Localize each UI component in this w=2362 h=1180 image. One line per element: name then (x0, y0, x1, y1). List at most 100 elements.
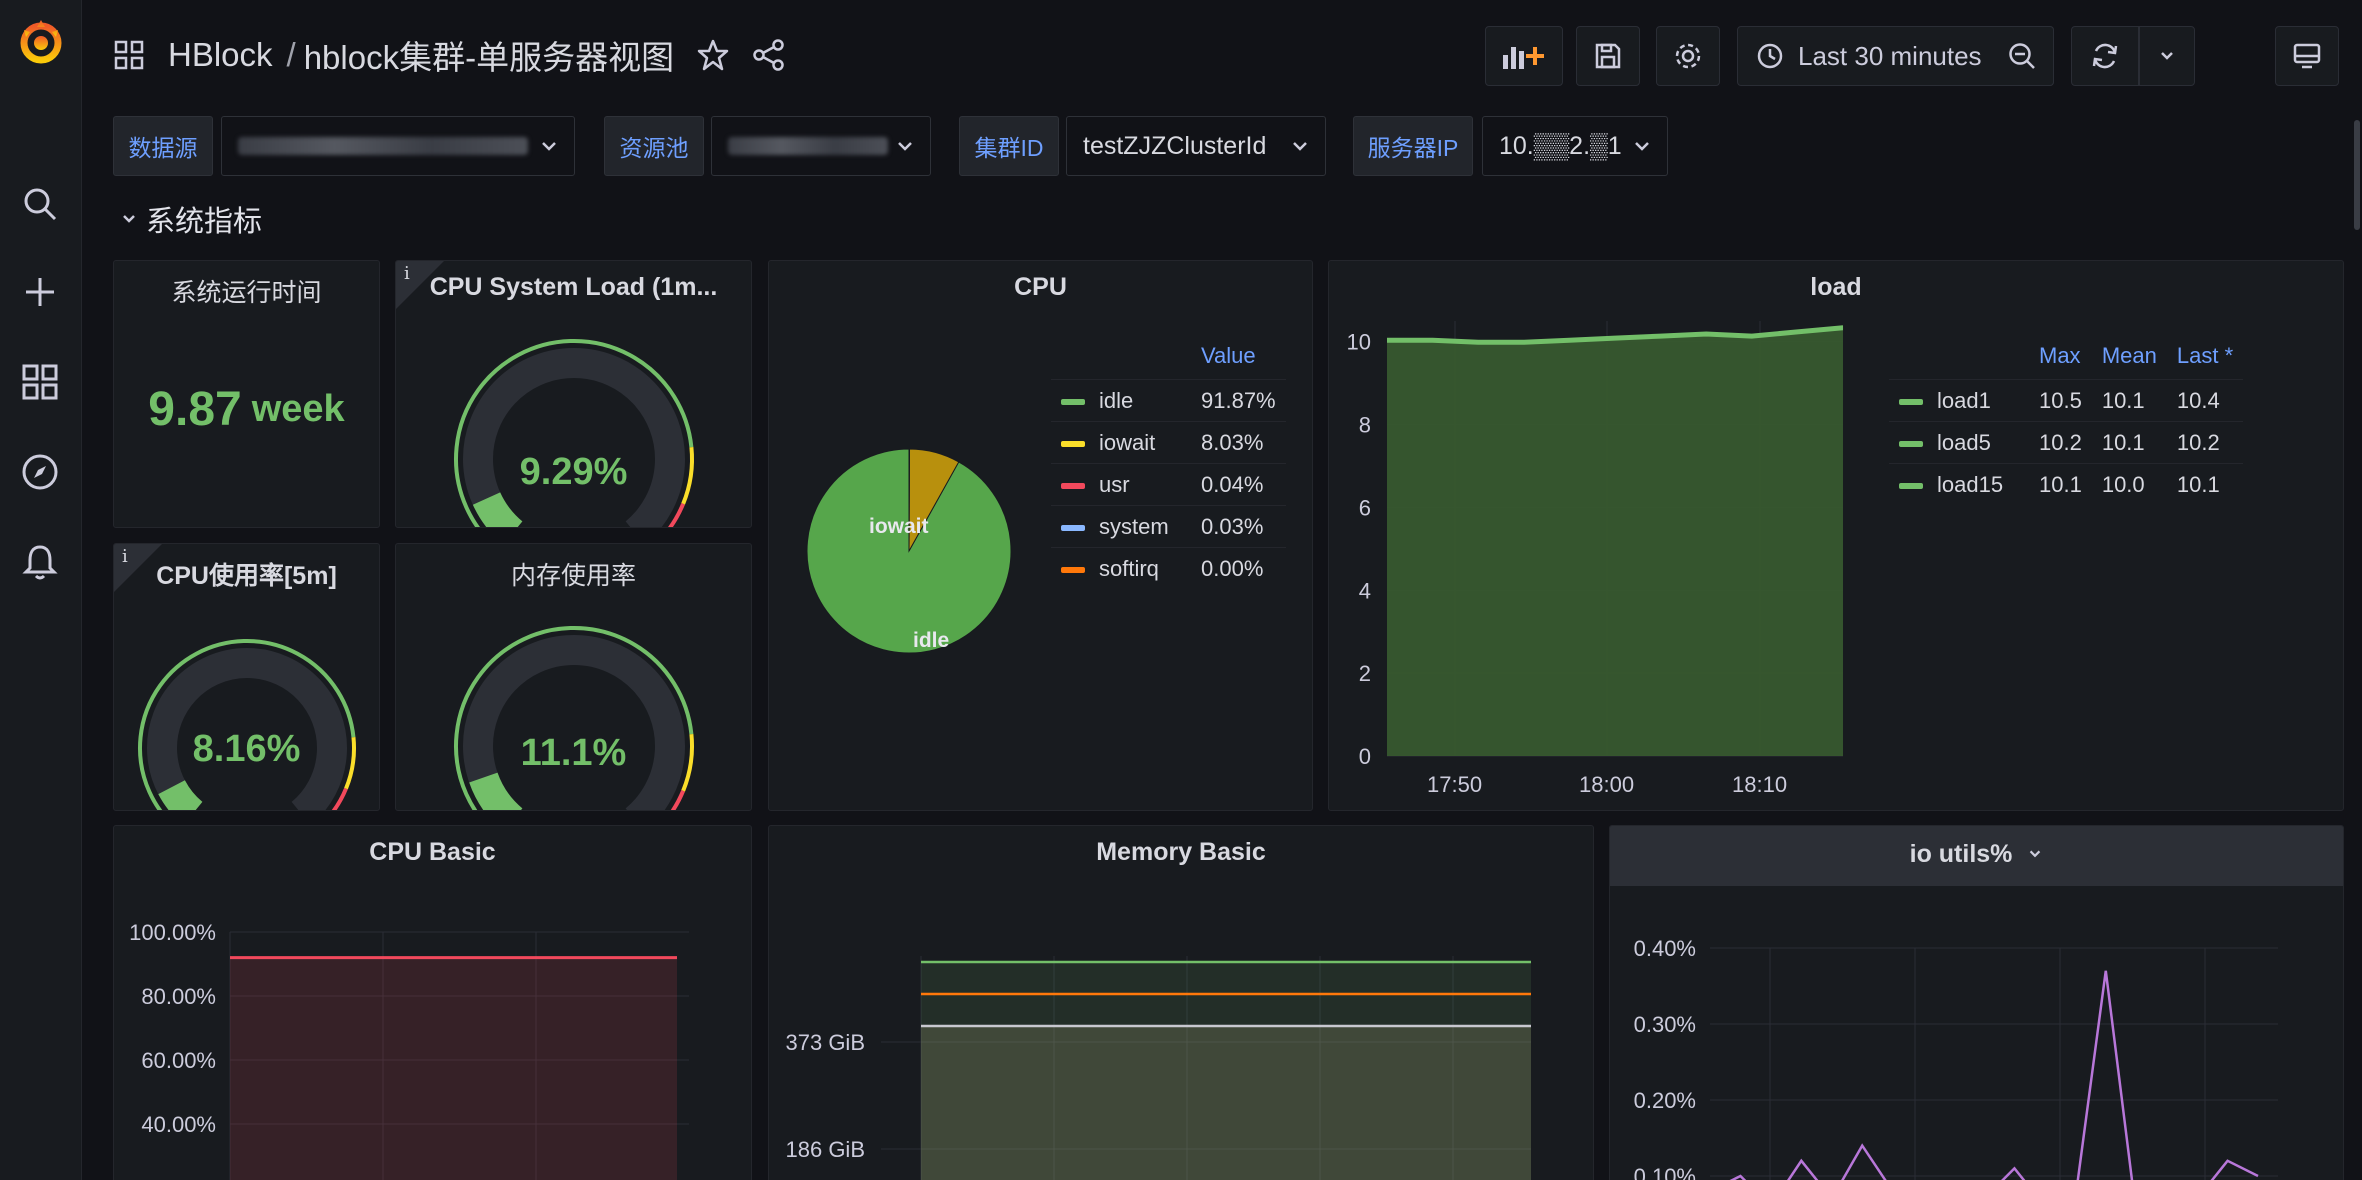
save-icon (1595, 43, 1621, 69)
gauge (138, 639, 356, 810)
legend-row-usr[interactable]: usr 0.04% (1051, 463, 1286, 506)
search-icon[interactable] (18, 182, 62, 226)
variable-select-datasource[interactable] (221, 116, 575, 176)
legend-row-softirq[interactable]: softirq 0.00% (1051, 547, 1286, 590)
pie-chart (806, 448, 1012, 654)
panel-title: 系统运行时间 (171, 279, 322, 307)
panel-memory-usage[interactable]: 内存使用率 11.1% (395, 543, 752, 811)
star-icon[interactable] (696, 38, 730, 72)
panel-memory-basic[interactable]: Memory Basic 373 GiB 186 GiB (768, 825, 1594, 1180)
legend-value: 0.04% (1191, 463, 1286, 506)
gauge-threshold-green (454, 626, 694, 810)
dashboard-settings-button[interactable] (1656, 26, 1720, 86)
refresh-interval-dropdown[interactable] (2139, 26, 2195, 86)
panel-uptime[interactable]: 系统运行时间 9.87 week (113, 260, 380, 528)
load-area (1387, 329, 1843, 756)
chevron-down-icon (542, 142, 556, 151)
load-legend: Max Mean Last * load1 10.5 10.1 10.4 load5 10… (1889, 343, 2244, 506)
x-tick-label: 17:50 (1427, 772, 1482, 797)
variable-label-datasource: 数据源 (113, 116, 213, 176)
legend-max: 10.2 (2029, 421, 2092, 464)
legend-row-system[interactable]: system 0.03% (1051, 505, 1286, 548)
legend-swatch (1899, 398, 1923, 405)
legend-max: 10.1 (2029, 463, 2092, 506)
add-panel-button[interactable] (1485, 26, 1563, 86)
gauge-threshold-yellow (681, 446, 694, 505)
panel-header-hover[interactable] (1610, 826, 2343, 886)
cpu-basic-chart: 100.00% 80.00% 60.00% 40.00% 20.00% (129, 920, 689, 1180)
explore-compass-icon[interactable] (18, 450, 62, 494)
gear-icon (1675, 43, 1701, 69)
legend-row-load1[interactable]: load1 10.5 10.1 10.4 (1889, 379, 2244, 422)
series-line-load15 (1387, 328, 1844, 345)
legend-last: 10.4 (2166, 379, 2244, 422)
alerting-bell-icon[interactable] (18, 540, 62, 584)
legend-header-mean: Mean (2101, 343, 2157, 368)
panel-load[interactable]: load 10 8 6 4 2 0 17:50 18:00 18:10 Max Mean Las… (1328, 260, 2344, 811)
mem-area-total (921, 962, 1531, 1180)
breadcrumb-folder[interactable]: HBlock (168, 36, 273, 73)
x-tick-label: 18:10 (1732, 772, 1787, 797)
row-header[interactable]: 系统指标 (120, 198, 262, 240)
legend-row-load15[interactable]: load15 10.1 10.0 10.1 (1889, 463, 2244, 506)
chevron-down-icon (1293, 142, 1307, 151)
panel-cpu-basic[interactable]: CPU Basic 100.00% 80.00% 60.00% 40.00% 20.00… (113, 825, 752, 1180)
variable-value-server-ip: 10.▒▒2.▒1 (1499, 131, 1622, 160)
tv-mode-button[interactable] (2275, 26, 2339, 86)
y-tick-label: 20.00% (141, 1176, 216, 1180)
panel-title: CPU Basic (369, 838, 496, 866)
breadcrumb: HBlock / hblock集群-单服务器视图 (114, 30, 786, 80)
legend-swatch (1061, 482, 1085, 489)
plus-icon[interactable] (18, 270, 62, 314)
panel-title: load (1810, 273, 1862, 301)
save-dashboard-button[interactable] (1576, 26, 1640, 86)
y-tick-label: 80.00% (141, 984, 216, 1009)
redacted-value (238, 137, 528, 155)
legend-swatch (1061, 398, 1085, 405)
zoom-out-icon (2008, 43, 2035, 69)
legend-last: 10.1 (2166, 463, 2244, 506)
gauge-fill (472, 491, 523, 527)
series-line-load1 (1387, 325, 1844, 342)
panel-title: CPU System Load (1m... (429, 273, 718, 301)
panel-io-utils[interactable]: io utils% 0.40% 0.30% 0.20% 0.10% (1609, 825, 2344, 1180)
dashboard-title[interactable]: hblock集群-单服务器视图 (303, 39, 675, 76)
zoom-out-button[interactable] (1990, 26, 2054, 86)
pie-legend: Value idle 91.87% iowait 8.03% usr 0.04% syste… (1051, 343, 1286, 590)
refresh-button[interactable] (2071, 26, 2139, 86)
panel-title: Memory Basic (1096, 838, 1266, 866)
apps-grid-icon[interactable] (114, 40, 144, 70)
panel-cpu-system-load[interactable]: i CPU System Load (1m... 9.29% (395, 260, 752, 528)
legend-row-load5[interactable]: load5 10.2 10.1 10.2 (1889, 421, 2244, 464)
variable-select-server-ip[interactable]: 10.▒▒2.▒1 (1482, 116, 1668, 176)
share-icon[interactable] (752, 38, 786, 72)
gauge-threshold-green (138, 639, 356, 810)
panel-title: CPU (1014, 273, 1067, 301)
legend-row-idle[interactable]: idle 91.87% (1051, 379, 1286, 422)
grafana-logo-icon[interactable] (16, 16, 66, 66)
legend-series-name: iowait (1099, 429, 1156, 455)
panel-cpu-pie[interactable]: CPU iowait idle Value idle 91.87% iowait 8.… (768, 260, 1313, 811)
legend-series-name: system (1099, 513, 1169, 539)
info-icon[interactable]: i (396, 261, 444, 309)
legend-series-name: usr (1099, 471, 1130, 497)
info-icon[interactable]: i (114, 544, 162, 592)
panel-title-menu[interactable]: io utils% (1610, 840, 2343, 869)
legend-swatch (1899, 440, 1923, 447)
legend-row-iowait[interactable]: iowait 8.03% (1051, 421, 1286, 464)
refresh-icon (2092, 43, 2118, 69)
variable-select-resource-pool[interactable] (711, 116, 931, 176)
legend-series-name: softirq (1099, 555, 1159, 581)
panel-cpu-usage-5m[interactable]: i CPU使用率[5m] 8.16% (113, 543, 380, 811)
legend-mean: 10.1 (2091, 379, 2167, 422)
dashboards-icon[interactable] (18, 360, 62, 404)
scrollbar[interactable] (2354, 120, 2360, 230)
chevron-down-icon (2161, 52, 2173, 60)
y-tick-label: 6 (1359, 495, 1371, 520)
y-tick-label: 373 GiB (786, 1030, 866, 1055)
panel-title: io utils% (1909, 840, 2013, 868)
variable-label-server-ip: 服务器IP (1353, 116, 1473, 176)
variable-select-cluster-id[interactable]: testZJZClusterId (1066, 116, 1326, 176)
redacted-value (728, 137, 888, 155)
gauge (454, 339, 694, 527)
